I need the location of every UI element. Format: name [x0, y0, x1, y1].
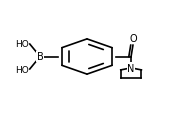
Text: O: O: [129, 33, 137, 43]
Text: HO: HO: [15, 65, 29, 74]
Text: HO: HO: [15, 40, 29, 49]
Text: B: B: [37, 52, 43, 62]
Text: N: N: [127, 63, 135, 73]
